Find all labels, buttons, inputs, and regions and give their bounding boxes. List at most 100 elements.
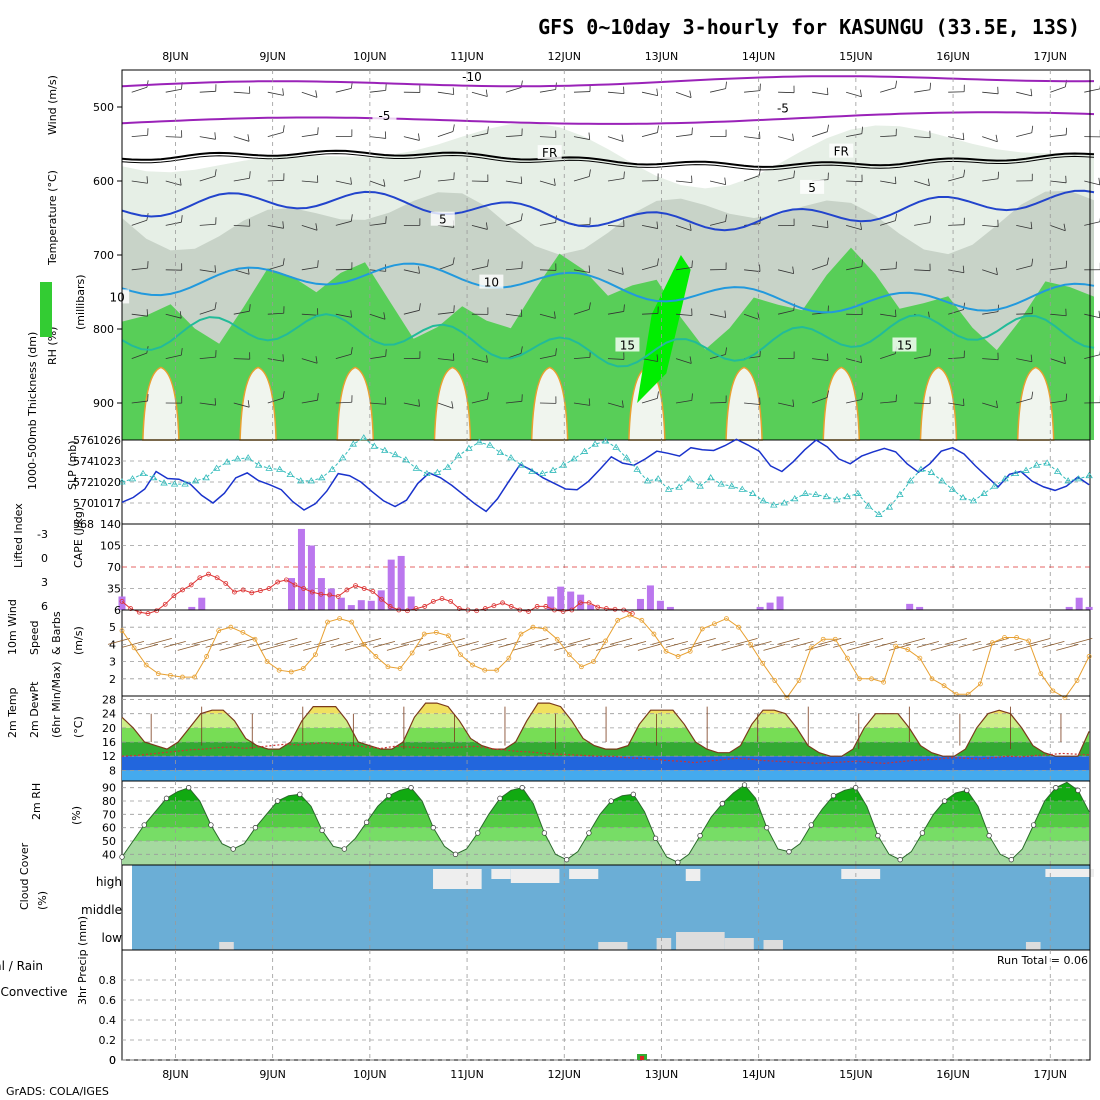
top-date-label: 8JUN	[162, 50, 189, 63]
lifted-index-marker	[387, 604, 393, 609]
upper-wind-barb-flag	[553, 178, 556, 186]
upper-wind-barb-flag	[247, 400, 250, 408]
surface-wind-barb	[1000, 641, 1023, 648]
upper-wind-barb	[471, 265, 488, 271]
upper-wind-barb	[846, 91, 862, 98]
high-cloud-block	[433, 869, 482, 889]
contour-label: 15	[897, 339, 912, 353]
cape-bar	[198, 597, 206, 610]
wind-speed-marker	[748, 642, 754, 647]
surface-wind-barb	[470, 644, 493, 651]
wind-speed-marker	[180, 674, 185, 680]
upper-wind-barb	[1050, 86, 1066, 93]
upper-wind-barb	[505, 87, 522, 93]
upper-wind-barb	[573, 309, 590, 315]
top-date-label: 12JUN	[547, 50, 581, 63]
lifted-index-marker	[309, 589, 315, 595]
cape-bar	[377, 590, 385, 610]
temp-tick-label: 24	[102, 708, 116, 721]
upper-wind-barb	[744, 269, 761, 272]
thickness-marker	[770, 501, 778, 508]
upper-wind-barb	[676, 313, 693, 316]
cape-bar	[347, 605, 355, 610]
thickness-marker	[1043, 459, 1051, 466]
upper-wind-barb	[335, 87, 352, 93]
lifted-index-marker	[266, 586, 272, 591]
upper-wind-barb	[199, 356, 216, 359]
upper-wind-barb-flag	[997, 304, 1000, 312]
wind-speed-marker	[917, 655, 923, 661]
upper-wind-barb-flag	[691, 260, 693, 268]
upper-wind-barb	[233, 402, 250, 408]
wind-speed-line	[121, 614, 1090, 699]
upper-wind-barb	[607, 91, 624, 94]
upper-wind-barb	[641, 91, 658, 97]
rh-tick-label: 80	[102, 795, 116, 808]
rh-marker	[141, 822, 147, 828]
surface-wind-barb	[944, 638, 967, 645]
cape-bar	[666, 606, 674, 610]
thickness-marker	[969, 497, 978, 504]
precip-convective-label: Convective	[1, 985, 68, 999]
wind-tick-label: 4	[109, 638, 116, 651]
temperature-line	[121, 702, 1090, 757]
surface-wind-barb	[665, 641, 688, 648]
slp-tick-label: 1020	[93, 476, 121, 489]
upper-wind-barb	[233, 177, 250, 182]
wind10m-axis-label: 10m Wind	[6, 599, 19, 655]
upper-wind-barb	[812, 358, 829, 361]
upper-wind-barb-flag	[350, 177, 352, 185]
cape-bar	[367, 600, 375, 610]
contour-label: 5	[808, 181, 816, 195]
upper-wind-barb-flag	[247, 134, 250, 142]
cape-bar	[547, 596, 555, 610]
upper-wind-barb	[199, 402, 216, 406]
upper-wind-barb-flag	[826, 257, 829, 265]
upper-wind-barb-flag	[963, 169, 966, 177]
thickness-marker	[528, 467, 536, 474]
upper-wind-barb	[641, 358, 658, 362]
wind-speed-marker	[651, 631, 657, 637]
thickness-marker	[223, 458, 231, 465]
thickness-marker	[118, 478, 126, 485]
thickness-marker	[181, 480, 189, 487]
rh-marker	[919, 830, 926, 836]
lifted-index-marker	[301, 586, 307, 591]
lifted-index-marker	[128, 606, 134, 611]
upper-wind-barb	[403, 176, 420, 182]
upper-wind-barb-flag	[656, 391, 659, 399]
upper-wind-barb-flag	[520, 176, 523, 184]
upper-wind-barb-flag	[451, 401, 454, 409]
thickness-marker	[412, 464, 421, 471]
upper-wind-barb	[607, 311, 624, 315]
wind-speed-marker	[796, 678, 802, 683]
upper-wind-barb	[880, 87, 896, 93]
upper-wind-barb-flag	[588, 132, 591, 140]
upper-wind-barb	[165, 354, 182, 359]
wind-speed-marker	[881, 679, 887, 685]
top-date-label: 14JUN	[742, 50, 776, 63]
thickness-marker	[391, 450, 400, 458]
rh-marker	[341, 846, 347, 852]
surface-plume	[336, 366, 375, 441]
upper-wind-barb	[982, 402, 998, 409]
upper-wind-barb	[948, 224, 965, 226]
upper-wind-barb-flag	[621, 134, 624, 142]
lifted-index-marker	[439, 596, 445, 601]
cape-bar	[297, 528, 305, 610]
wind-speed-marker	[566, 652, 572, 658]
temp-contour-minus5	[121, 111, 1095, 125]
thickness-marker	[728, 482, 736, 489]
cape-bar	[916, 606, 924, 610]
lifted-index-marker	[353, 583, 358, 589]
temp-tick-label: 12	[102, 750, 116, 763]
upper-wind-barb	[301, 266, 318, 271]
thickness-marker	[843, 492, 852, 500]
upper-wind-barb-flag	[520, 213, 523, 221]
thickness-marker	[349, 440, 357, 447]
contour-label: -5	[777, 102, 789, 116]
upper-wind-barb-flag	[1031, 125, 1034, 133]
upper-wind-barb	[403, 309, 420, 315]
wind-speed-marker	[313, 652, 318, 658]
